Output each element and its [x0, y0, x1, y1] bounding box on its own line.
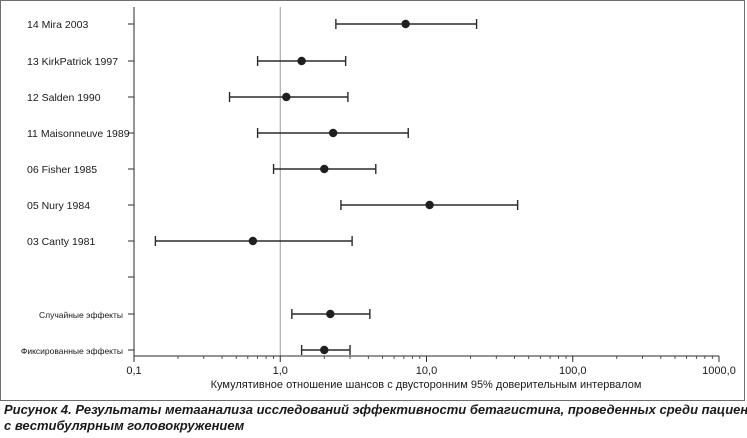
point-estimate	[248, 236, 258, 246]
row-label: 05 Nury 1984	[27, 200, 90, 212]
point-estimate	[401, 19, 410, 29]
x-tick-label: 0,1	[126, 365, 141, 377]
x-tick-label: 10,0	[416, 365, 437, 377]
point-estimate	[297, 56, 306, 66]
point-estimate	[425, 200, 434, 210]
row-label: 03 Canty 1981	[27, 236, 95, 248]
point-estimate	[326, 309, 335, 319]
x-tick-label: 100,0	[559, 365, 587, 377]
caption-line-2: с вестибулярным головокружением	[4, 418, 245, 433]
point-estimate	[320, 164, 329, 174]
row-label: 13 KirkPatrick 1997	[27, 56, 118, 68]
row-label: 06 Fisher 1985	[27, 164, 97, 176]
x-axis-label: Кумулятивное отношение шансов с двусторо…	[211, 379, 642, 391]
figure-frame: 0,1 1,0 10,0 100,0 1000,0 Кумулятивное отноше…	[0, 0, 745, 401]
point-estimate	[282, 92, 291, 102]
row-label: 12 Salden 1990	[27, 92, 101, 104]
x-tick-label: 1000,0	[702, 365, 736, 377]
row-label: Фиксированные эффекты	[21, 346, 123, 356]
point-estimate	[320, 345, 329, 355]
figure-caption: Рисунок 4. Результаты метаанализа исслед…	[4, 402, 747, 434]
caption-line-1: Рисунок 4. Результаты метаанализа исслед…	[4, 402, 747, 417]
row-label: 14 Mira 2003	[27, 19, 88, 31]
row-label: 11 Maisonneuve 1989	[27, 128, 130, 140]
x-tick-label: 1,0	[273, 365, 288, 377]
forest-plot: 0,1 1,0 10,0 100,0 1000,0 Кумулятивное отноше…	[21, 7, 736, 391]
row-label: Случайные эффекты	[39, 310, 123, 320]
point-estimate	[328, 128, 338, 138]
